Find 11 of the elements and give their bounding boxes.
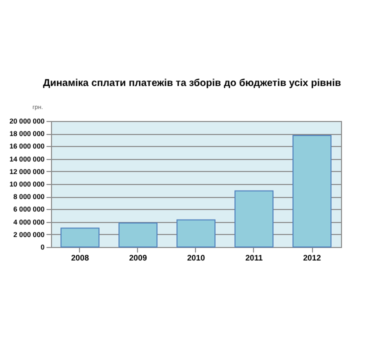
chart-title: Динаміка сплати платежів та зборів до бюджетів усіх рівнів (42, 78, 341, 89)
bar (60, 228, 100, 248)
bar (118, 222, 158, 248)
x-tick-label: 2009 (129, 254, 148, 262)
bar (176, 219, 216, 248)
x-tick-label: 2008 (71, 254, 90, 262)
x-tick-label: 2011 (245, 254, 264, 262)
bar (234, 190, 274, 248)
x-tick-label: 2012 (303, 254, 322, 262)
bar (292, 134, 332, 248)
x-tick-label: 2010 (187, 254, 206, 262)
